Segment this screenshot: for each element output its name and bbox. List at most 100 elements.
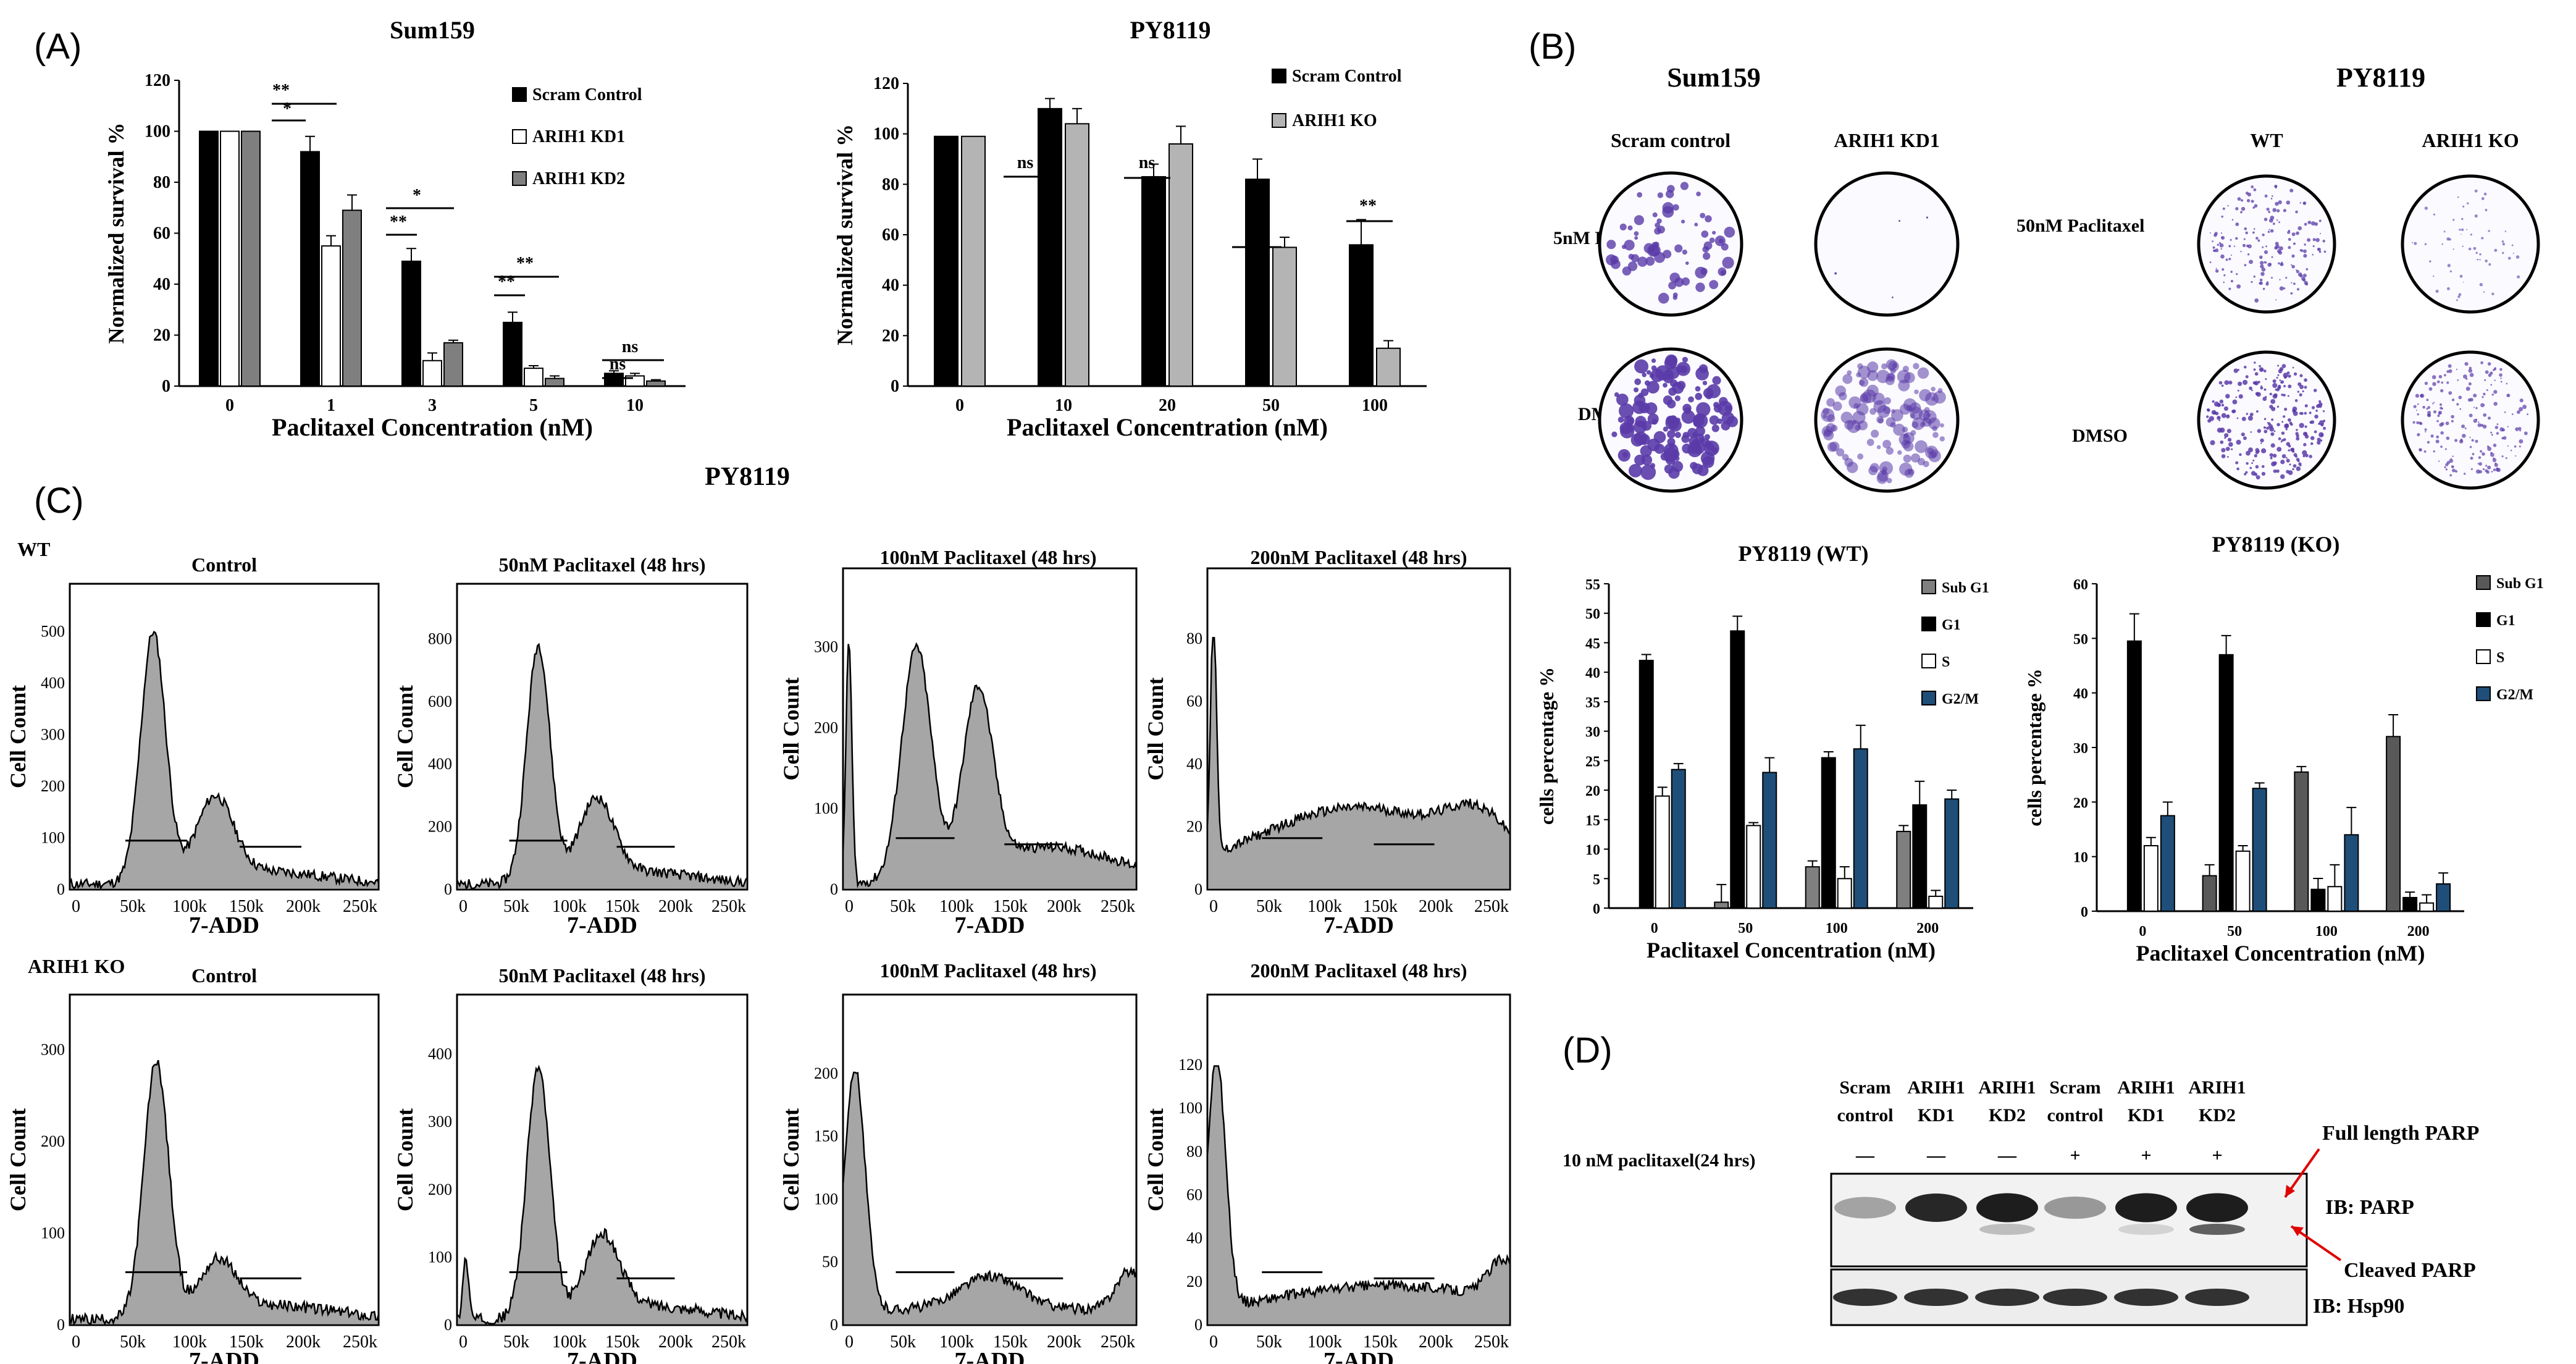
x-tick-label: 50k bbox=[120, 897, 146, 916]
colony bbox=[2247, 244, 2252, 249]
colony bbox=[2246, 413, 2249, 415]
colony bbox=[2266, 208, 2270, 211]
colony bbox=[2471, 439, 2474, 442]
bar bbox=[1065, 123, 1089, 387]
colony bbox=[1884, 397, 1891, 405]
colony bbox=[2263, 369, 2267, 373]
x-tick-label: 150k bbox=[605, 1332, 640, 1352]
colony bbox=[1899, 462, 1913, 476]
y-axis-title: Cell Count bbox=[779, 1108, 803, 1211]
colony bbox=[2457, 379, 2459, 381]
colony bbox=[2286, 458, 2290, 463]
colony bbox=[1892, 363, 1898, 369]
colony bbox=[2511, 244, 2514, 246]
colony-assay-panel: Sum159 PY8119 Scram control ARIH1 KD1 WT… bbox=[1553, 62, 2540, 493]
colony bbox=[2251, 200, 2254, 203]
colony bbox=[1859, 377, 1869, 387]
parp-band bbox=[1834, 1197, 1896, 1219]
colony bbox=[2206, 408, 2210, 411]
colony bbox=[2304, 378, 2307, 382]
colony bbox=[2228, 442, 2233, 447]
colony bbox=[2251, 471, 2256, 476]
significance-label: * bbox=[1246, 224, 1255, 243]
colony bbox=[2225, 394, 2230, 399]
colony bbox=[2240, 250, 2242, 253]
colony bbox=[2288, 384, 2292, 389]
x-tick-label: 0 bbox=[1209, 1332, 1218, 1352]
colony bbox=[2507, 426, 2509, 427]
colony bbox=[2212, 246, 2215, 249]
colony bbox=[1634, 359, 1649, 374]
colony bbox=[2302, 390, 2304, 393]
colony bbox=[2253, 188, 2257, 192]
colony bbox=[2449, 458, 2454, 463]
colony bbox=[2270, 443, 2275, 448]
legend-swatch bbox=[2476, 686, 2491, 701]
y-tick-label: 100 bbox=[1178, 1099, 1202, 1117]
treatment-mark: — bbox=[1926, 1145, 1946, 1166]
colony bbox=[2304, 385, 2307, 389]
y-axis-title: Cell Count bbox=[393, 685, 417, 788]
y-tick-label: 40 bbox=[1186, 755, 1202, 773]
colony bbox=[2291, 264, 2293, 266]
colony bbox=[2499, 368, 2503, 371]
colony bbox=[2461, 217, 2464, 221]
colony bbox=[2310, 442, 2314, 445]
full-length-parp-label: Full length PARP bbox=[2322, 1122, 2479, 1145]
colony bbox=[2468, 368, 2473, 373]
legend-swatch bbox=[1272, 69, 1286, 83]
x-axis-title: 7-ADD bbox=[955, 912, 1025, 938]
colony bbox=[2253, 276, 2256, 278]
colony bbox=[2272, 382, 2278, 389]
colony bbox=[1867, 370, 1878, 381]
colony bbox=[2461, 234, 2462, 235]
y-tick-label: 400 bbox=[428, 1045, 452, 1063]
colony bbox=[2285, 277, 2288, 279]
colony bbox=[2494, 379, 2496, 381]
colony bbox=[2296, 429, 2298, 431]
bar bbox=[2419, 902, 2435, 912]
colony bbox=[1662, 202, 1674, 214]
colony bbox=[2493, 390, 2498, 394]
x-tick-label: 250k bbox=[711, 1332, 746, 1352]
colony bbox=[2217, 403, 2221, 407]
colony bbox=[2253, 368, 2256, 371]
x-tick-label: 100k bbox=[172, 1332, 207, 1352]
colony-col-kd1: ARIH1 KD1 bbox=[1834, 129, 1940, 151]
y-tick-label: 600 bbox=[428, 693, 452, 710]
colony bbox=[2426, 408, 2428, 410]
colony bbox=[2236, 439, 2241, 445]
bar bbox=[443, 342, 463, 387]
colony bbox=[2276, 423, 2280, 427]
colony bbox=[1619, 223, 1627, 230]
colony bbox=[2417, 403, 2419, 405]
colony bbox=[2271, 277, 2273, 279]
colony bbox=[2427, 413, 2431, 418]
colony bbox=[2504, 230, 2507, 232]
cleaved-parp-label: Cleaved PARP bbox=[2344, 1259, 2476, 1282]
colony bbox=[1877, 418, 1884, 424]
x-tick-label: 100k bbox=[1307, 897, 1342, 916]
colony bbox=[1712, 376, 1721, 385]
y-tick-label: 150 bbox=[814, 1127, 838, 1145]
colony bbox=[2293, 411, 2298, 416]
colony bbox=[2482, 452, 2485, 456]
colony bbox=[2319, 420, 2325, 426]
colony bbox=[2304, 411, 2307, 415]
colony bbox=[2273, 469, 2277, 473]
bar bbox=[1655, 795, 1670, 909]
colony bbox=[2221, 448, 2226, 453]
colony bbox=[2427, 440, 2430, 444]
colony bbox=[2478, 462, 2483, 466]
colony bbox=[2239, 453, 2242, 457]
colony bbox=[1682, 356, 1689, 363]
culture-dish bbox=[1598, 171, 1743, 317]
y-tick-label: 0 bbox=[1194, 1316, 1202, 1334]
colony bbox=[2433, 213, 2436, 216]
y-tick-label: 100 bbox=[41, 1224, 65, 1242]
histogram-curve bbox=[69, 1059, 380, 1326]
colony bbox=[2236, 273, 2238, 276]
colony bbox=[2312, 238, 2316, 242]
lane-label-line2: control bbox=[2047, 1105, 2103, 1126]
